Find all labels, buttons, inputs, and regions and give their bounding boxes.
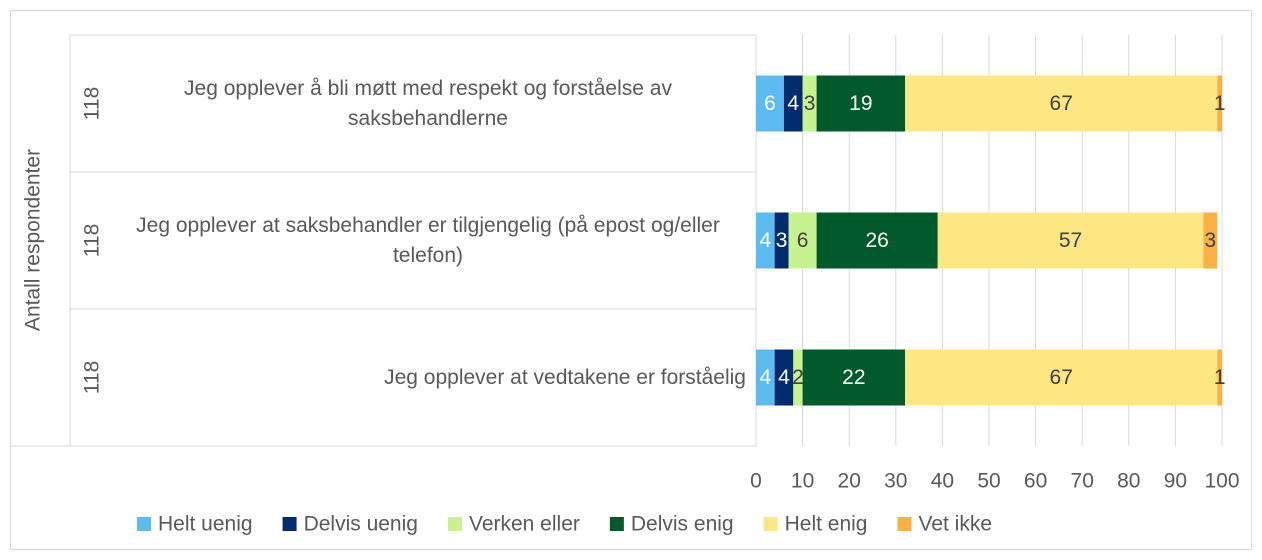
x-tick-label: 40 [931,470,954,493]
bar-segment [905,349,1218,406]
data-label: 3 [804,92,816,115]
legend-label: Vet ikke [918,513,992,536]
category-cell: Jeg opplever at saksbehandler er tilgjen… [110,172,746,309]
legend-label: Delvis enig [631,513,734,536]
data-label: 4 [778,366,790,389]
data-label: 4 [787,92,799,115]
bar-segment [1217,75,1222,132]
legend-swatch [447,517,462,531]
data-label: 57 [1059,229,1082,252]
data-label: 67 [1050,366,1073,389]
bar-segment [937,212,1204,269]
category-label: Jeg opplever å bli møtt med respekt og f… [184,76,672,130]
data-label: 19 [849,92,872,115]
category-label: Jeg opplever at vedtakene er forståelig [384,365,746,389]
legend-label: Helt uenig [158,513,253,536]
data-label: 3 [1205,229,1217,252]
data-label: 1 [1214,92,1226,115]
category-label: Jeg opplever at saksbehandler er tilgjen… [136,213,720,267]
category-cell: Jeg opplever at vedtakene er forståelig [110,309,746,446]
x-tick-label: 30 [884,470,907,493]
bar-segment [816,212,938,269]
legend-swatch [137,517,151,531]
bar-segment [774,349,794,406]
bar-segment [783,75,803,132]
data-label: 4 [759,366,771,389]
x-tick-label: 0 [750,470,762,493]
bar-segment [802,349,906,406]
legend-swatch [897,517,912,531]
data-label: 22 [842,366,865,389]
bar-segment [816,75,906,132]
legend-swatch [763,517,778,531]
bar-segment [793,349,803,406]
x-tick-label: 10 [791,470,814,493]
bar-segment [905,75,1218,132]
legend-swatch [282,517,297,531]
bar-segment [1217,349,1222,406]
legend-label: Delvis uenig [304,513,418,536]
bar-segment [756,349,775,406]
data-label: 1 [1214,366,1226,389]
category-cell: Jeg opplever å bli møtt med respekt og f… [110,35,746,172]
data-label: 2 [792,366,804,389]
x-tick-label: 20 [838,470,861,493]
x-tick-label: 60 [1024,470,1047,493]
legend-label: Verken eller [469,513,580,536]
bar-segment [802,75,817,132]
x-tick-label: 70 [1071,470,1094,493]
x-tick-label: 90 [1164,470,1187,493]
respondent-count: 118 [81,224,104,257]
respondent-count: 118 [81,361,104,394]
data-label: 6 [764,92,776,115]
x-tick-label: 80 [1117,470,1140,493]
data-label: 26 [865,229,888,252]
legend-label: Helt enig [785,513,868,536]
y-axis-label: Antall respondenter [22,149,45,331]
data-label: 67 [1050,92,1073,115]
data-label: 6 [797,229,809,252]
bar-segment [774,212,789,269]
legend-swatch [609,517,624,531]
bar-segment [756,212,775,269]
x-tick-label: 50 [977,470,1000,493]
data-label: 3 [776,229,788,252]
data-label: 4 [759,229,771,252]
x-tick-label: 100 [1204,470,1239,493]
bar-segment [788,212,817,269]
bar-segment [1203,212,1218,269]
respondent-count: 118 [81,87,104,120]
bar-segment [756,75,784,132]
